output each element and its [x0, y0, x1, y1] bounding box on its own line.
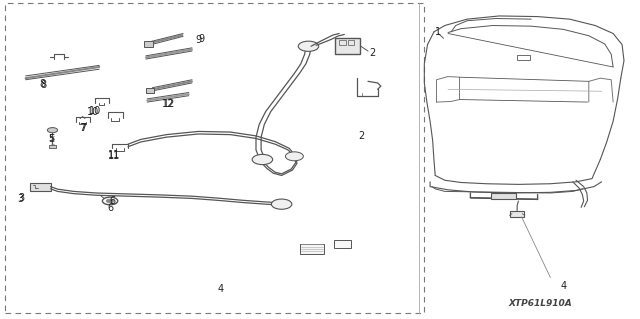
Text: 10: 10: [86, 107, 99, 117]
Text: 3: 3: [18, 193, 24, 204]
Text: 8: 8: [40, 78, 46, 89]
Text: 9: 9: [198, 34, 205, 44]
Text: 6: 6: [109, 196, 115, 206]
Circle shape: [252, 154, 273, 165]
Text: 12: 12: [161, 99, 174, 109]
Bar: [30, 183, 51, 191]
Text: 4: 4: [560, 280, 566, 291]
Circle shape: [298, 41, 319, 51]
Circle shape: [106, 199, 114, 203]
Bar: [49, 145, 56, 148]
Bar: [300, 244, 324, 254]
Text: 7: 7: [80, 122, 86, 133]
Text: 6: 6: [107, 203, 113, 213]
Bar: [144, 41, 153, 47]
Text: 10: 10: [88, 106, 101, 116]
Text: 5: 5: [49, 134, 54, 143]
Text: 8: 8: [40, 79, 47, 90]
Bar: [146, 88, 154, 93]
Bar: [335, 38, 360, 54]
Text: 11: 11: [108, 150, 120, 160]
Text: XTP61L910A: XTP61L910A: [509, 299, 573, 308]
Text: 1: 1: [435, 27, 442, 37]
Text: 2: 2: [358, 130, 365, 141]
Circle shape: [271, 199, 292, 209]
Text: 2: 2: [369, 48, 376, 58]
Text: 4: 4: [218, 284, 224, 294]
Bar: [510, 211, 524, 217]
Circle shape: [285, 152, 303, 161]
Text: 7: 7: [79, 122, 85, 133]
Bar: [339, 40, 346, 45]
Text: 5: 5: [48, 134, 54, 144]
Bar: [517, 55, 530, 60]
Text: 9: 9: [195, 35, 202, 45]
Text: 3: 3: [17, 194, 24, 204]
Bar: [334, 240, 351, 248]
Bar: [491, 193, 516, 199]
Circle shape: [47, 128, 58, 133]
Bar: [348, 40, 354, 45]
Text: 12: 12: [163, 99, 176, 109]
Text: 11: 11: [108, 151, 120, 161]
Bar: [5, 3, 424, 313]
